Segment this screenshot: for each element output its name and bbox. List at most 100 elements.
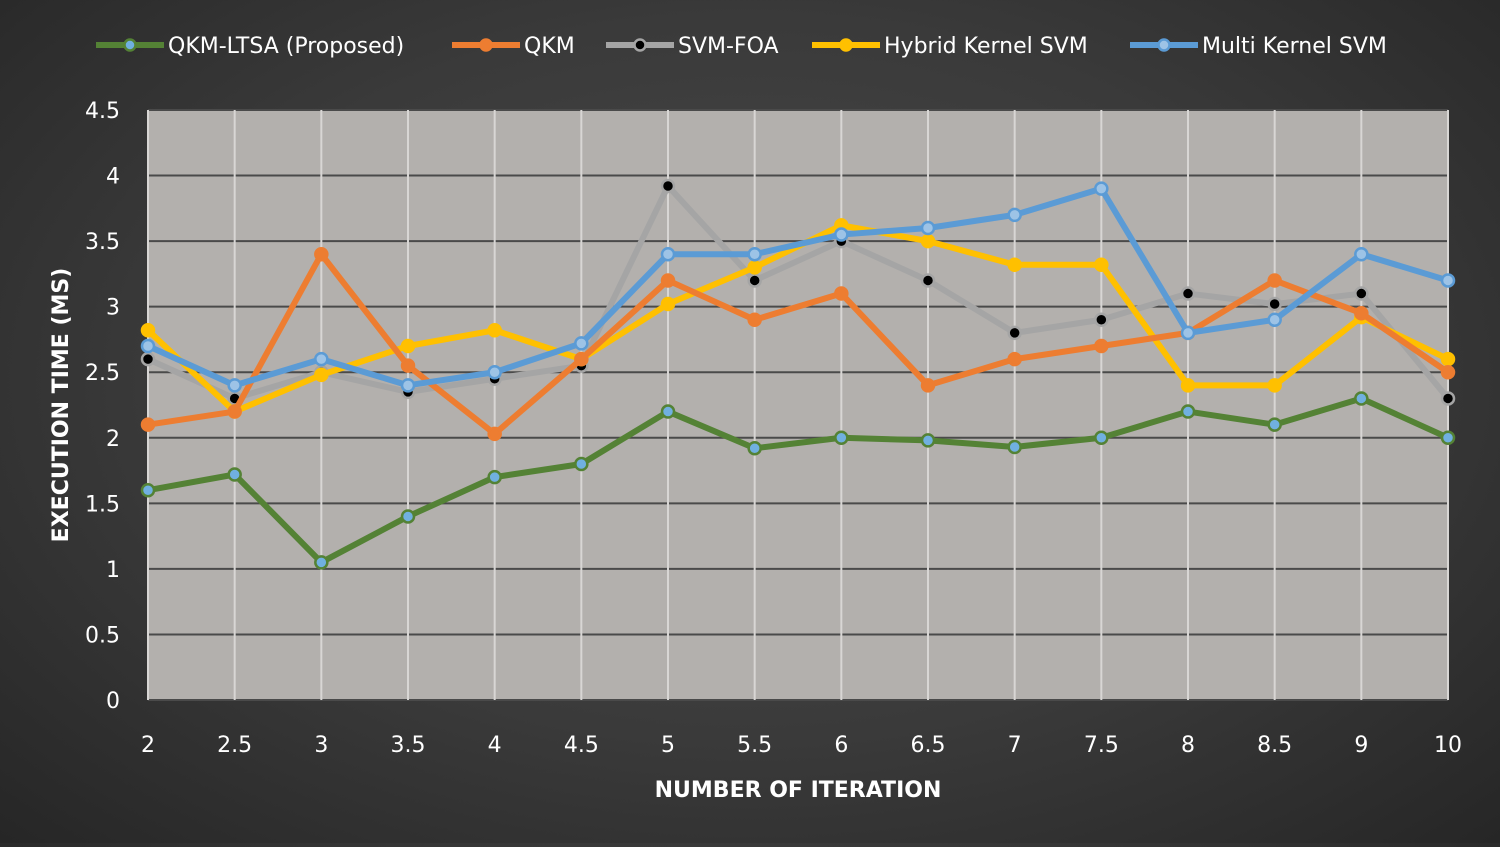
data-point (1440, 391, 1456, 406)
data-point (140, 338, 156, 354)
data-point (920, 220, 936, 236)
legend-marker (123, 38, 137, 52)
data-point (487, 469, 502, 485)
data-point (920, 378, 936, 393)
legend-marker (839, 38, 853, 52)
data-point (1440, 364, 1456, 380)
y-tick-label: 1.5 (85, 492, 120, 517)
data-point (1180, 378, 1196, 393)
y-tick-label: 2.5 (85, 361, 120, 386)
data-point (660, 273, 676, 288)
data-point (747, 246, 762, 262)
y-tick-label: 4.5 (85, 99, 120, 124)
y-axis-title: EXECUTION TIME (MS) (49, 268, 74, 543)
x-axis-ticks: 2 2.5 3 3.5 4 4.5 5 5.5 6 6.5 7 7.5 8 8.5 9 10 (141, 733, 1462, 758)
data-point (227, 404, 242, 419)
legend-item: Hybrid Kernel SVM (812, 34, 1088, 59)
data-point (1094, 257, 1109, 272)
data-point (314, 351, 329, 367)
series-line (145, 185, 1451, 389)
data-point (1180, 325, 1196, 341)
legend-label: Hybrid Kernel SVM (884, 34, 1088, 59)
data-point (400, 509, 416, 524)
data-point (660, 404, 676, 419)
data-point (1094, 338, 1109, 354)
plot-area (148, 110, 1448, 700)
data-point (834, 286, 849, 301)
data-point (660, 246, 676, 262)
x-tick-label: 5.5 (737, 733, 772, 758)
data-point (747, 312, 762, 328)
y-axis-ticks: 0 0.5 1 1.5 2 2.5 3 3.5 4 4.5 (85, 99, 120, 714)
data-point (574, 456, 589, 472)
data-point (574, 336, 589, 351)
legend-item: Multi Kernel SVM (1130, 34, 1387, 59)
data-point (747, 273, 762, 288)
legend-label: QKM-LTSA (Proposed) (168, 34, 404, 59)
data-point (747, 441, 762, 456)
data-point (400, 358, 416, 373)
legend: QKM-LTSA (Proposed) QKM SVM-FOA Hybrid Kern… (96, 34, 1387, 59)
data-point (140, 417, 156, 432)
data-point (1094, 430, 1109, 446)
x-tick-label: 6.5 (911, 733, 946, 758)
data-point (1007, 439, 1022, 455)
y-tick-label: 0 (106, 689, 120, 714)
data-point (660, 296, 676, 312)
data-point (314, 367, 329, 383)
y-tick-label: 0.5 (85, 623, 120, 648)
series-line (145, 183, 1451, 402)
series-line (145, 395, 1451, 566)
data-point (1007, 257, 1022, 272)
data-point (1007, 207, 1022, 223)
legend-marker (633, 38, 647, 52)
data-point (1354, 305, 1369, 321)
data-point (140, 482, 156, 498)
legend-label: QKM (524, 34, 575, 59)
x-tick-label: 4.5 (564, 733, 599, 758)
data-point (1007, 351, 1022, 367)
data-point (1267, 378, 1282, 393)
x-tick-label: 6 (834, 733, 848, 758)
data-point (574, 351, 589, 367)
data-point (1267, 296, 1282, 312)
data-point (1094, 312, 1109, 328)
x-tick-label: 10 (1434, 733, 1462, 758)
series-line (145, 251, 1451, 437)
series-4 (140, 181, 1456, 393)
data-point (227, 467, 242, 482)
series-1 (140, 246, 1456, 442)
data-point (1354, 391, 1369, 406)
data-point (140, 323, 156, 338)
data-point (1267, 273, 1282, 288)
data-point (747, 260, 762, 275)
legend-item: QKM-LTSA (Proposed) (96, 34, 404, 59)
data-point (400, 378, 416, 393)
legend-label: Multi Kernel SVM (1202, 34, 1387, 59)
x-tick-label: 4 (488, 733, 502, 758)
x-tick-label: 9 (1354, 733, 1368, 758)
legend-item: SVM-FOA (606, 34, 779, 59)
legend-marker (1157, 38, 1171, 52)
y-tick-label: 2 (106, 427, 120, 452)
data-point (140, 351, 156, 367)
data-point (920, 233, 936, 249)
x-tick-label: 3 (314, 733, 328, 758)
data-point (1440, 351, 1456, 367)
legend-label: SVM-FOA (678, 34, 779, 59)
data-point (400, 338, 416, 354)
x-tick-label: 2 (141, 733, 155, 758)
data-point (1440, 273, 1456, 288)
data-point (487, 323, 502, 338)
data-point (314, 555, 329, 570)
data-point (1094, 181, 1109, 196)
data-point (1180, 286, 1196, 301)
data-point (1007, 325, 1022, 341)
x-tick-label: 7 (1008, 733, 1022, 758)
data-point (1354, 286, 1369, 301)
data-point (834, 227, 849, 242)
x-tick-label: 3.5 (391, 733, 426, 758)
x-tick-label: 8.5 (1257, 733, 1292, 758)
